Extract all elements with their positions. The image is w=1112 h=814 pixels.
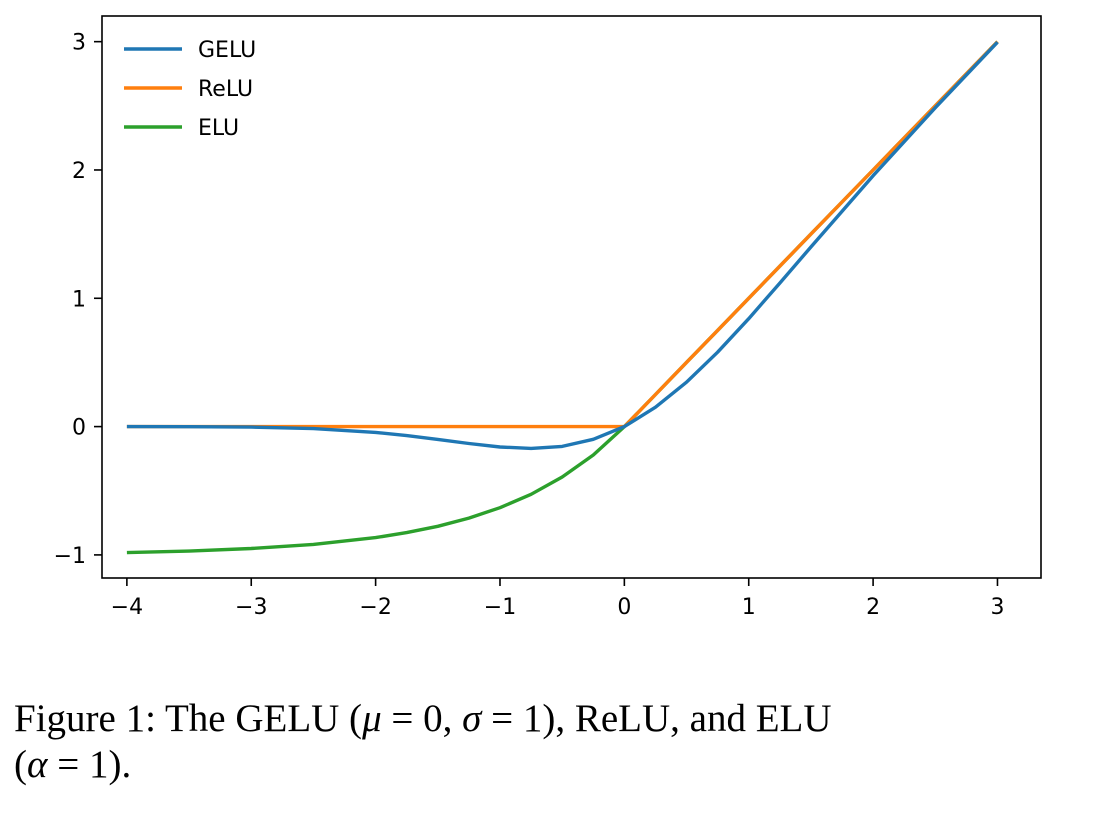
caption-alpha: α: [27, 743, 48, 786]
series-layer: [126, 40, 999, 555]
legend-label-relu: ReLU: [198, 77, 253, 102]
y-tick-label: 3: [72, 31, 86, 56]
series-line-gelu: [126, 41, 999, 451]
x-tick-label: −4: [111, 595, 143, 620]
x-tick-label: 3: [990, 595, 1004, 620]
caption-text-5: = 1).: [47, 743, 132, 786]
caption-text-2: = 0,: [381, 697, 463, 740]
x-tick-label: 0: [617, 595, 631, 620]
x-tick-label: 1: [742, 595, 756, 620]
x-tick-label: −1: [484, 595, 516, 620]
caption-sigma: σ: [462, 697, 482, 740]
x-tick-label: −3: [235, 595, 267, 620]
caption-text-3: = 1), ReLU, and ELU: [481, 697, 832, 740]
x-tick-label: 2: [866, 595, 880, 620]
legend-label-elu: ELU: [198, 116, 239, 141]
activation-functions-chart: −4 −3 −2 −1 0 1 2 3 −1 0 1 2 3 GELU ReLU ELU: [54, 15, 1042, 620]
ticks-layer: −4 −3 −2 −1 0 1 2 3 −1 0 1 2 3: [54, 31, 1005, 620]
legend: GELU ReLU ELU: [124, 38, 256, 141]
series-line-relu: [126, 40, 999, 429]
axes-frame: [101, 15, 1042, 579]
caption-mu: μ: [362, 697, 382, 740]
series-line-elu: [126, 40, 999, 555]
x-tick-label: −2: [359, 595, 391, 620]
figure-caption: Figure 1: The GELU (μ = 0, σ = 1), ReLU,…: [14, 696, 1104, 788]
y-tick-label: 0: [72, 416, 86, 441]
legend-label-gelu: GELU: [198, 38, 256, 63]
y-tick-label: −1: [54, 544, 86, 569]
caption-text-4: (: [14, 743, 27, 786]
y-tick-label: 1: [72, 287, 86, 312]
y-tick-label: 2: [72, 159, 86, 184]
caption-text-1: Figure 1: The GELU (: [14, 697, 363, 740]
